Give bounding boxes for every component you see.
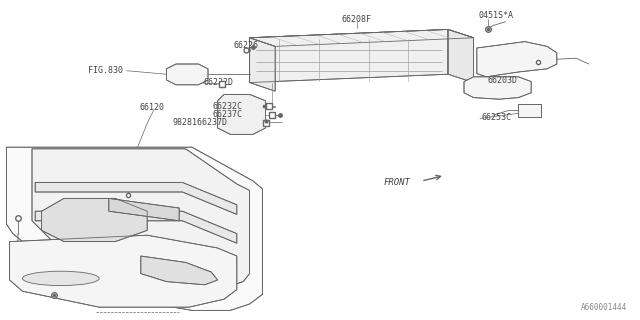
Text: 66237C: 66237C bbox=[212, 110, 243, 119]
Polygon shape bbox=[35, 182, 237, 214]
Text: 66203D: 66203D bbox=[488, 76, 518, 85]
Polygon shape bbox=[35, 211, 237, 243]
Polygon shape bbox=[448, 29, 474, 83]
Text: 0451S*A: 0451S*A bbox=[479, 11, 514, 20]
Text: 66208F: 66208F bbox=[341, 15, 371, 24]
Polygon shape bbox=[32, 149, 250, 288]
Ellipse shape bbox=[22, 271, 99, 286]
Polygon shape bbox=[464, 77, 531, 99]
Text: 66120: 66120 bbox=[140, 103, 164, 112]
Polygon shape bbox=[166, 64, 208, 85]
Polygon shape bbox=[477, 42, 557, 77]
Text: FIG.830: FIG.830 bbox=[88, 66, 123, 75]
Polygon shape bbox=[6, 147, 262, 310]
Polygon shape bbox=[141, 256, 218, 285]
Polygon shape bbox=[42, 198, 147, 242]
Text: 66226: 66226 bbox=[234, 41, 259, 50]
Polygon shape bbox=[218, 94, 266, 134]
Polygon shape bbox=[109, 198, 179, 221]
Polygon shape bbox=[518, 104, 541, 117]
Text: 9828166237D: 9828166237D bbox=[173, 118, 228, 127]
Polygon shape bbox=[250, 29, 448, 83]
Polygon shape bbox=[250, 38, 275, 91]
Text: 66232D: 66232D bbox=[204, 78, 234, 87]
Text: FRONT: FRONT bbox=[384, 178, 411, 187]
Text: A660001444: A660001444 bbox=[581, 303, 627, 312]
Text: 66253C: 66253C bbox=[481, 113, 511, 122]
Text: 66232C: 66232C bbox=[212, 102, 243, 111]
Polygon shape bbox=[10, 235, 237, 307]
Polygon shape bbox=[250, 29, 474, 46]
